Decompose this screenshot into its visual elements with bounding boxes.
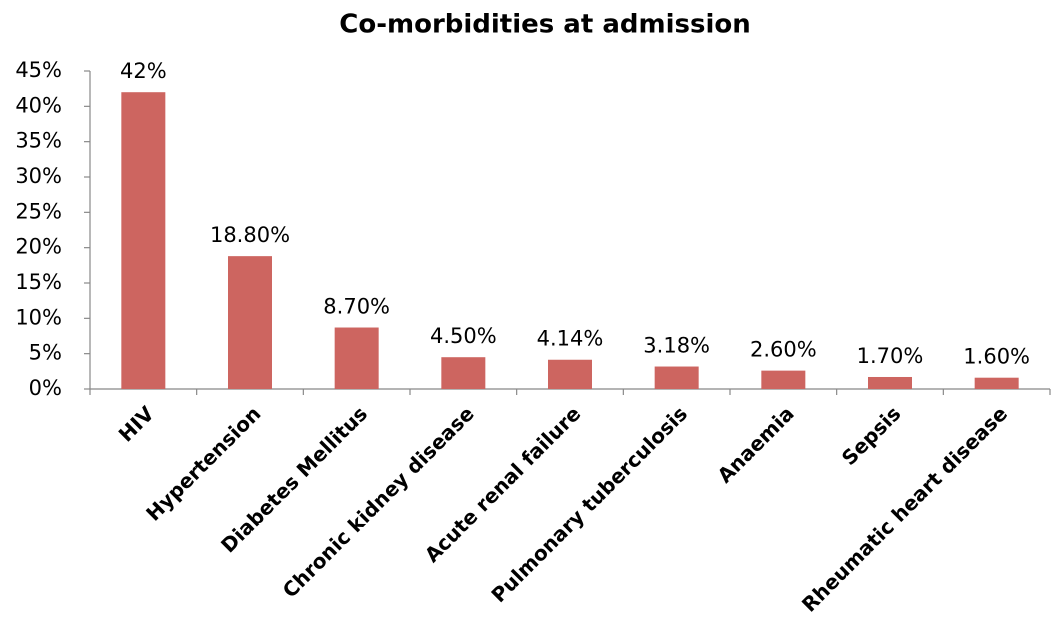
y-tick-label: 10% [15, 305, 62, 329]
x-tick-label: Anaemia [713, 401, 799, 487]
y-tick-label: 45% [15, 58, 62, 82]
x-tick-label: Rheumatic heart disease [797, 401, 1012, 616]
y-tick-label: 20% [15, 235, 62, 259]
x-tick-label: Hypertension [141, 401, 265, 525]
value-label: 2.60% [750, 338, 817, 362]
bar [974, 377, 1019, 389]
y-tick-label: 35% [15, 129, 62, 153]
y-tick-label: 15% [15, 270, 62, 294]
value-label: 18.80% [210, 223, 290, 247]
value-label: 4.50% [430, 324, 497, 348]
bar [548, 359, 592, 389]
y-tick-label: 30% [15, 164, 62, 188]
value-label: 1.70% [857, 344, 924, 368]
chart-title: Co-morbidities at admission [339, 10, 750, 40]
y-tick-label: 25% [15, 199, 62, 223]
bar [868, 376, 912, 389]
bar [121, 92, 166, 389]
bar [761, 370, 806, 389]
bar [334, 327, 379, 389]
x-tick-label: Pulmonary tuberculosis [486, 401, 692, 607]
x-tick-label: HIV [114, 401, 159, 446]
value-label: 4.14% [537, 327, 604, 351]
x-tick-label: Sepsis [837, 401, 906, 470]
y-tick-label: 0% [29, 376, 62, 400]
value-label: 8.70% [323, 295, 390, 319]
value-label: 3.18% [643, 334, 710, 358]
value-label: 42% [120, 59, 167, 83]
y-tick-label: 40% [15, 93, 62, 117]
bar [228, 256, 272, 389]
value-label: 1.60% [963, 345, 1030, 369]
x-tick-label: Chronic kidney disease [278, 401, 479, 602]
bar [654, 366, 699, 389]
y-tick-label: 5% [29, 341, 62, 365]
bar [441, 357, 486, 389]
